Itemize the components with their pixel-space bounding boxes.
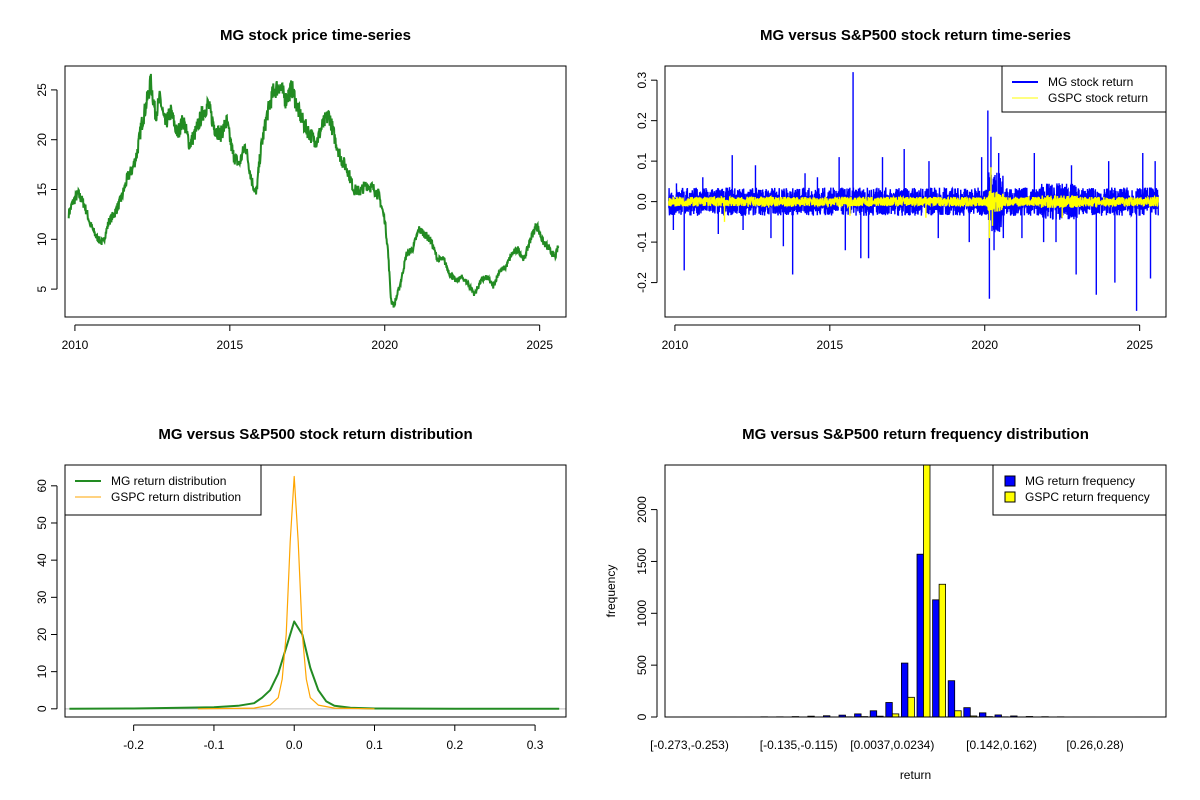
y-tick-label: 0.2 xyxy=(635,112,649,129)
mg-frequency-bar xyxy=(979,712,987,717)
y-tick-label: 0.3 xyxy=(635,72,649,89)
mg-frequency-bar xyxy=(916,553,924,717)
y-tick-label: 60 xyxy=(35,479,49,493)
x-tick-label: 2010 xyxy=(662,338,689,352)
chart-title: MG versus S&P500 stock return time-serie… xyxy=(760,27,1071,44)
y-tick-label: -0.2 xyxy=(635,272,649,293)
chart-title: MG versus S&P500 stock return distributi… xyxy=(158,426,472,443)
y-tick-label: 0.1 xyxy=(635,152,649,169)
y-tick-label: 50 xyxy=(35,516,49,530)
gspc-frequency-bar xyxy=(954,710,962,717)
returns-chart: MG versus S&P500 stock return time-serie… xyxy=(635,27,1167,352)
x-axis-label: return xyxy=(900,768,931,782)
mg-density-line xyxy=(69,620,560,710)
density-chart: MG versus S&P500 stock return distributi… xyxy=(35,426,567,752)
chart-title: MG versus S&P500 return frequency distri… xyxy=(742,426,1089,443)
histogram-chart: MG versus S&P500 return frequency distri… xyxy=(604,426,1167,782)
plot-frame xyxy=(664,464,1167,718)
legend-label: MG return frequency xyxy=(1025,474,1135,488)
gspc-return-line xyxy=(668,167,1159,239)
y-tick-label: 10 xyxy=(35,665,49,679)
histogram-bars xyxy=(682,465,1165,717)
mg-frequency-bar xyxy=(885,702,893,717)
x-tick-label: 2010 xyxy=(62,338,89,352)
y-tick-label: -0.1 xyxy=(635,231,649,252)
gspc-frequency-bar xyxy=(923,465,931,717)
legend-label: GSPC return distribution xyxy=(111,490,241,504)
y-tick-label: 40 xyxy=(35,553,49,567)
x-tick-label: 0.3 xyxy=(527,738,544,752)
mg-return-line xyxy=(668,72,1159,311)
legend-label: MG return distribution xyxy=(111,474,226,488)
y-axis-label: frequency xyxy=(604,565,618,618)
legend-label: GSPC stock return xyxy=(1048,91,1148,105)
y-tick-label: 0 xyxy=(635,713,649,720)
legend-box xyxy=(992,464,1167,516)
x-tick-label: [0.142,0.162) xyxy=(966,738,1037,752)
y-tick-label: 15 xyxy=(35,183,49,197)
x-tick-label: [0.26,0.28) xyxy=(1066,738,1123,752)
mg-frequency-bar xyxy=(947,680,956,717)
mg-frequency-bar xyxy=(869,710,878,717)
legend-label: GSPC return frequency xyxy=(1025,490,1150,504)
x-tick-label: 0.0 xyxy=(286,738,303,752)
y-tick-label: 20 xyxy=(35,627,49,641)
mg-frequency-bar xyxy=(901,662,909,717)
y-tick-label: 0 xyxy=(35,705,49,712)
x-tick-label: 2015 xyxy=(216,338,243,352)
y-tick-label: 20 xyxy=(35,133,49,147)
mg-frequency-bar xyxy=(932,599,940,717)
mg-frequency-bar xyxy=(963,707,971,717)
x-tick-label: [0.0037,0.0234) xyxy=(850,738,934,752)
mg-frequency-bar xyxy=(838,714,846,717)
y-tick-label: 500 xyxy=(635,655,649,675)
x-tick-label: 2020 xyxy=(371,338,398,352)
legend-label: MG stock return xyxy=(1048,75,1133,89)
chart-title: MG stock price time-series xyxy=(220,27,411,44)
x-tick-label: 2015 xyxy=(816,338,843,352)
mg-price-line xyxy=(67,73,560,308)
legend-box xyxy=(1001,65,1167,113)
x-tick-label: 2020 xyxy=(971,338,998,352)
x-tick-label: [-0.273,-0.253) xyxy=(650,738,729,752)
x-tick-label: 2025 xyxy=(1126,338,1153,352)
x-tick-label: 0.1 xyxy=(366,738,383,752)
gspc-frequency-bar xyxy=(891,713,900,717)
x-tick-label: 0.2 xyxy=(446,738,463,752)
plot-frame xyxy=(64,464,567,718)
legend-box xyxy=(64,464,262,516)
y-tick-label: 0.0 xyxy=(635,193,649,210)
x-tick-label: 2025 xyxy=(526,338,553,352)
y-tick-label: 30 xyxy=(35,590,49,604)
mg-frequency-bar xyxy=(854,713,862,717)
gspc-density-line xyxy=(197,475,375,710)
gspc-frequency-bar xyxy=(938,583,946,717)
y-tick-label: 25 xyxy=(35,83,49,97)
y-tick-label: 1000 xyxy=(635,600,649,627)
x-tick-label: -0.2 xyxy=(123,738,144,752)
plot-frame xyxy=(664,65,1167,318)
legend-swatch xyxy=(1004,491,1016,503)
y-tick-label: 5 xyxy=(35,285,49,292)
y-tick-label: 1500 xyxy=(635,548,649,575)
y-tick-label: 10 xyxy=(35,232,49,246)
legend-swatch xyxy=(1004,475,1016,487)
plot-frame xyxy=(64,65,567,318)
gspc-frequency-bar xyxy=(907,696,915,717)
x-tick-label: -0.1 xyxy=(204,738,225,752)
y-tick-label: 2000 xyxy=(635,496,649,523)
x-tick-label: [-0.135,-0.115) xyxy=(760,738,838,752)
